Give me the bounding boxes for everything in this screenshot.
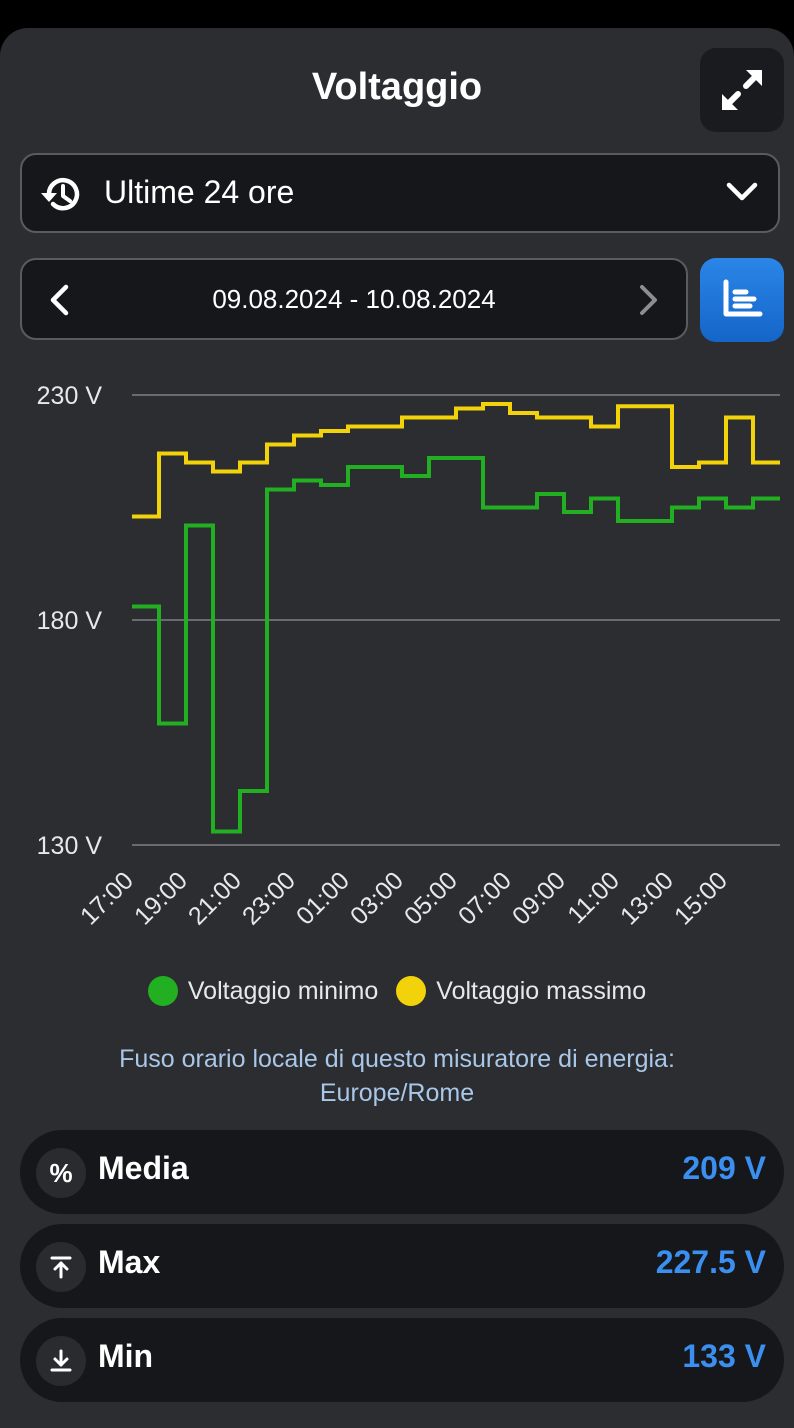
y-tick-label: 130 V — [37, 832, 103, 860]
timezone-name: Europe/Rome — [319, 1079, 475, 1107]
chart-view-button[interactable] — [700, 258, 784, 342]
x-tick-label: 13:00 — [615, 866, 679, 930]
expand-icon — [722, 70, 762, 110]
series-line-max[interactable] — [132, 402, 780, 519]
arrow-down-bar-icon — [36, 1336, 86, 1386]
x-tick-label: 19:00 — [129, 866, 193, 930]
stat-value: 133 V — [682, 1338, 766, 1374]
legend-label-max: Voltaggio massimo — [436, 976, 647, 1005]
bar-chart-icon — [723, 279, 763, 317]
time-range-label: Ultime 24 ore — [104, 174, 295, 210]
stat-value: 227.5 V — [655, 1244, 766, 1280]
x-tick-label: 03:00 — [345, 866, 409, 930]
x-tick-label: 09:00 — [507, 866, 571, 930]
voltage-chart: 230 V 180 V 130 V 17:0019:0021:0023:0001:00… — [37, 382, 780, 930]
stat-value: 209 V — [682, 1150, 766, 1186]
date-range-label: 09.08.2024 - 10.08.2024 — [212, 284, 496, 314]
chevron-down-icon — [726, 182, 758, 201]
x-tick-label: 23:00 — [237, 866, 301, 930]
chart-legend: Voltaggio minimo Voltaggio massimo — [0, 976, 794, 1006]
timezone-note: Fuso orario locale di questo misuratore … — [60, 1042, 734, 1110]
expand-button[interactable] — [700, 48, 784, 132]
legend-label-min: Voltaggio minimo — [187, 976, 379, 1005]
legend-swatch-max — [396, 976, 427, 1006]
chevron-left-icon[interactable] — [48, 284, 72, 316]
stat-label: Media — [98, 1150, 189, 1186]
x-tick-label: 11:00 — [562, 866, 625, 929]
legend-item-min[interactable]: Voltaggio minimo — [147, 976, 379, 1006]
stat-row-average: % Media 209 V — [20, 1130, 784, 1214]
x-tick-label: 05:00 — [399, 866, 463, 930]
legend-item-max[interactable]: Voltaggio massimo — [396, 976, 646, 1006]
stat-label: Min — [98, 1338, 154, 1374]
chevron-right-icon[interactable] — [636, 284, 660, 316]
x-tick-label: 17:00 — [75, 866, 139, 930]
x-tick-label: 15:00 — [669, 866, 733, 930]
legend-swatch-min — [147, 976, 178, 1006]
stat-label: Max — [98, 1244, 161, 1280]
percent-icon: % — [36, 1148, 86, 1198]
date-navigator: 09.08.2024 - 10.08.2024 — [20, 258, 688, 340]
x-tick-label: 21:00 — [183, 866, 247, 930]
x-tick-label: 07:00 — [453, 866, 517, 930]
arrow-up-bar-icon — [36, 1242, 86, 1292]
y-tick-label: 180 V — [37, 607, 103, 635]
timezone-note-text: Fuso orario locale di questo misuratore … — [119, 1045, 675, 1073]
y-tick-label: 230 V — [37, 382, 103, 410]
series-line-min[interactable] — [132, 456, 780, 834]
stat-row-min: Min 133 V — [20, 1318, 784, 1402]
time-range-select[interactable]: Ultime 24 ore — [20, 153, 780, 233]
page-title: Voltaggio — [311, 66, 483, 108]
x-tick-label: 01:00 — [291, 866, 355, 930]
stat-row-max: Max 227.5 V — [20, 1224, 784, 1308]
history-icon — [41, 177, 80, 211]
